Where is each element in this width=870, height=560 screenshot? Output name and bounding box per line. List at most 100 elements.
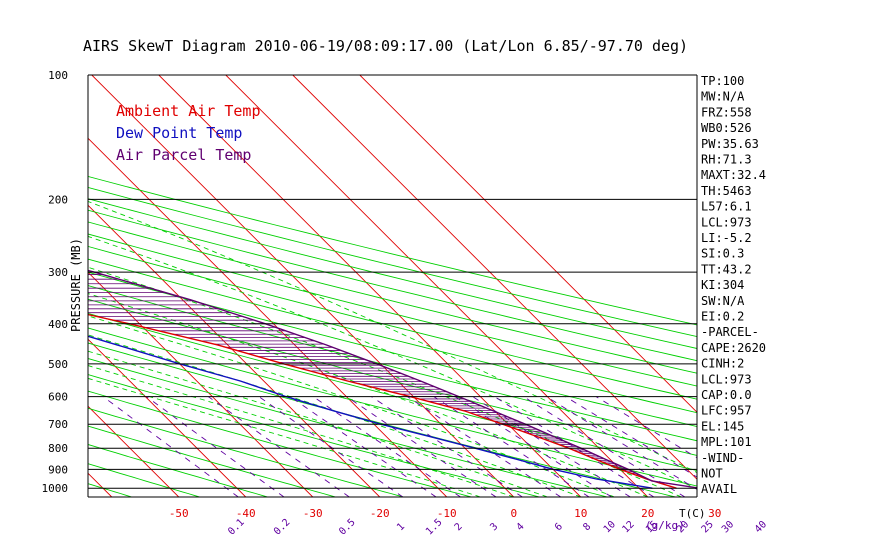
mixing-ratio-line xyxy=(312,396,461,497)
index-label: MPL:101 xyxy=(701,435,752,449)
mixing-ratio-tick-label: 1.5 xyxy=(424,517,445,538)
index-label: MAXT:32.4 xyxy=(701,168,766,182)
air-parcel-temp-line xyxy=(88,269,697,489)
isotherm-line xyxy=(88,204,381,497)
index-label: FRZ:558 xyxy=(701,105,752,119)
mixing-ratio-line xyxy=(546,396,697,490)
dry-adiabat-line xyxy=(88,483,132,497)
dry-adiabat-line xyxy=(88,358,608,497)
mixing-ratio-line xyxy=(258,396,404,497)
index-label: KI:304 xyxy=(701,278,744,292)
dry-adiabat-line xyxy=(88,285,697,442)
mixing-ratio-line xyxy=(595,396,697,459)
isotherm-line xyxy=(88,271,314,497)
bottom-temp-tick-label: 0 xyxy=(510,507,517,520)
index-label: RH:71.3 xyxy=(701,153,752,167)
mixing-ratio-tick-label: 0.1 xyxy=(226,517,247,538)
mixing-ratio-tick-label: 40 xyxy=(753,519,769,535)
isotherm-line xyxy=(88,405,180,497)
index-label: LCL:973 xyxy=(701,372,752,386)
moist-adiabat-line xyxy=(88,334,581,497)
mixing-ratio-line xyxy=(494,396,655,497)
mixing-ratio-tick-label: 10 xyxy=(602,519,618,535)
index-label: -WIND- xyxy=(701,451,744,465)
bottom-temp-tick-label: -10 xyxy=(437,507,457,520)
pressure-tick-label: 300 xyxy=(48,266,68,279)
index-label: PW:35.63 xyxy=(701,137,759,151)
mixing-ratio-tick-label: 0.5 xyxy=(337,517,358,538)
moist-adiabat-line xyxy=(88,200,697,473)
mixing-ratio-tick-label: 6 xyxy=(553,521,565,533)
index-label: NOT xyxy=(701,467,723,481)
dry-adiabat-line xyxy=(88,312,697,472)
bottom-temp-tick-label: -20 xyxy=(370,507,390,520)
dew-point-temp-line xyxy=(88,335,653,489)
index-label: LCL:973 xyxy=(701,215,752,229)
mixing-ratio-line xyxy=(433,396,590,497)
pressure-tick-label: 1000 xyxy=(42,482,69,495)
mixing-ratio-line xyxy=(102,396,239,497)
dry-adiabat-line xyxy=(88,221,697,374)
isotherm-line xyxy=(225,75,649,497)
mixing-ratio-tick-label: 0.2 xyxy=(272,517,293,538)
bottom-temp-tick-label: -30 xyxy=(303,507,323,520)
pressure-tick-label: 200 xyxy=(48,193,68,206)
dry-adiabat-line xyxy=(88,271,697,428)
dry-adiabat-line xyxy=(88,342,676,497)
mixing-ratio-line xyxy=(371,396,523,497)
mixing-ratio-unit: (g/kg) xyxy=(645,519,685,532)
isotherm-line xyxy=(88,472,113,497)
mixing-ratio-tick-label: 4 xyxy=(515,521,527,533)
index-label: CAP:0.0 xyxy=(701,388,752,402)
dry-adiabat-line xyxy=(0,75,64,497)
index-label: EI:0.2 xyxy=(701,310,744,324)
pressure-tick-label: 700 xyxy=(48,418,68,431)
pressure-tick-label: 800 xyxy=(48,442,68,455)
index-label: LFC:957 xyxy=(701,404,752,418)
mixing-ratio-line xyxy=(208,396,350,497)
dry-adiabat-line xyxy=(88,209,697,362)
index-label: TP:100 xyxy=(701,74,744,88)
pressure-tick-label: 400 xyxy=(48,318,68,331)
dry-adiabat-line xyxy=(88,186,697,338)
legend-air-parcel-temp: Air Parcel Temp xyxy=(116,146,251,164)
chart-title: AIRS SkewT Diagram 2010-06-19/08:09:17.0… xyxy=(83,37,688,55)
index-label: CINH:2 xyxy=(701,357,744,371)
bottom-temp-tick-label: 30 xyxy=(708,507,721,520)
pressure-tick-label: 900 xyxy=(48,463,68,476)
mixing-ratio-tick-label: 12 xyxy=(620,519,636,535)
index-label: CAPE:2620 xyxy=(701,341,766,355)
dry-adiabat-line xyxy=(88,175,697,326)
mixing-ratio-line xyxy=(289,396,437,497)
dry-adiabat-line xyxy=(88,463,200,497)
mixing-ratio-line xyxy=(146,396,285,497)
mixing-ratio-tick-label: 2 xyxy=(453,521,465,533)
dry-adiabat-line xyxy=(88,425,336,497)
dry-adiabat-line xyxy=(88,198,697,349)
isotherm-line xyxy=(88,338,247,497)
mixing-ratio-line xyxy=(407,396,562,497)
moist-adiabat-line xyxy=(88,365,514,497)
index-label: -PARCEL- xyxy=(701,325,759,339)
mixing-ratio-line xyxy=(472,396,631,497)
moist-adiabat-line xyxy=(88,350,548,497)
mixing-ratio-tick-label: 3 xyxy=(488,521,500,533)
index-label: SI:0.3 xyxy=(701,247,744,261)
dry-adiabat-line xyxy=(88,407,404,497)
index-label: EL:145 xyxy=(701,419,744,433)
index-label: SW:N/A xyxy=(701,294,745,308)
dry-adiabat-line xyxy=(88,233,697,387)
mixing-ratio-tick-label: 1 xyxy=(395,521,407,533)
moist-adiabat-line xyxy=(88,293,648,497)
isotherm-line xyxy=(91,75,515,497)
index-label: LI:-5.2 xyxy=(701,231,752,245)
moist-adiabat-line xyxy=(88,235,697,490)
mixing-ratio-tick-label: 25 xyxy=(700,519,716,535)
mixing-ratio-line xyxy=(454,396,612,497)
isotherm-line xyxy=(0,75,45,497)
index-label: L57:6.1 xyxy=(701,200,752,214)
pressure-tick-label: 500 xyxy=(48,358,68,371)
index-label: TT:43.2 xyxy=(701,262,752,276)
isotherm-line xyxy=(292,75,697,480)
